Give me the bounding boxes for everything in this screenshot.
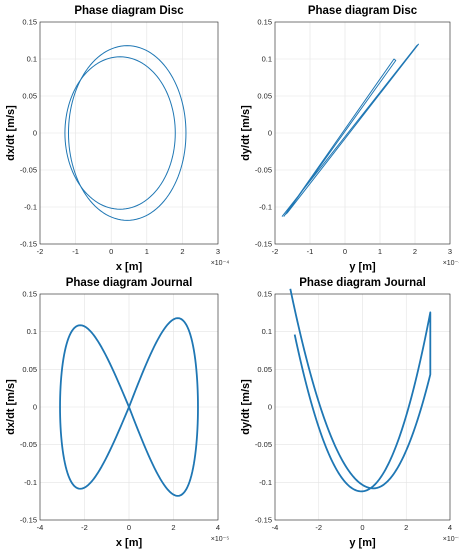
axes-box	[39, 293, 219, 521]
x-tick-label: 3	[216, 247, 220, 256]
x-tick-label: -4	[37, 523, 44, 532]
y-axis-label: dx/dt [m/s]	[5, 105, 17, 161]
y-tick-label: -0.1	[259, 203, 272, 212]
phase-curve-1	[281, 43, 419, 217]
x-tick-label: 0	[343, 247, 347, 256]
y-tick-label: -0.05	[20, 166, 37, 175]
x-exponent-label: ×10⁻⁵	[211, 536, 230, 543]
y-tick-label: -0.05	[255, 166, 272, 175]
chart-title: Phase diagram Journal	[66, 277, 193, 289]
chart-panel-3: -4 -2 0 2 4 -0.15 -0.1 -0.05 0 0.05 0.1 0.15 ×10⁻⁵ Ph…	[5, 277, 229, 549]
y-tick-label: -0.15	[20, 516, 37, 525]
y-axis-label: dx/dt [m/s]	[5, 379, 17, 435]
x-tick-label: 2	[171, 523, 175, 532]
y-tick-label: 0.15	[22, 290, 37, 299]
axes-box	[274, 293, 451, 521]
y-tick-label: 0	[268, 403, 272, 412]
x-tick-label: -1	[72, 247, 79, 256]
y-tick-label: 0	[33, 129, 37, 138]
y-tick-label: 0	[268, 129, 272, 138]
x-tick-label: 4	[448, 523, 452, 532]
x-tick-label: 1	[145, 247, 149, 256]
x-tick-label: 2	[413, 247, 417, 256]
x-axis-label: x [m]	[116, 261, 143, 273]
y-tick-label: -0.05	[20, 440, 37, 449]
y-tick-label: 0.1	[27, 327, 37, 336]
x-tick-label: -1	[307, 247, 314, 256]
chart-panel-1: -2 -1 0 1 2 3 -0.15 -0.1 -0.05 0 0.05 0.1 0.15 ×10⁻⁴ P…	[5, 5, 229, 273]
y-tick-label: 0	[33, 403, 37, 412]
x-exponent-label: ×10⁻⁵	[443, 536, 459, 543]
phase-curve-1	[289, 288, 432, 493]
y-tick-label: 0.15	[257, 290, 272, 299]
y-axis-label: dy/dt [m/s]	[240, 105, 252, 161]
phase-curve-1	[64, 56, 176, 210]
chart-panel-4: -4 -2 0 2 4 -0.15 -0.1 -0.05 0 0.05 0.1 0.15 ×10⁻⁵ Ph…	[240, 277, 459, 549]
chart-title: Phase diagram Disc	[308, 5, 418, 17]
x-exponent-label: ×10⁻⁴	[211, 260, 230, 267]
x-tick-label: 0	[109, 247, 113, 256]
x-tick-label: 4	[216, 523, 220, 532]
y-tick-label: 0.15	[22, 18, 37, 27]
x-axis-label: y [m]	[349, 261, 376, 273]
y-tick-label: 0.1	[27, 55, 37, 64]
y-tick-label: 0.1	[262, 327, 272, 336]
x-tick-label: 3	[448, 247, 452, 256]
y-tick-label: -0.1	[24, 478, 37, 487]
y-tick-label: -0.05	[255, 440, 272, 449]
y-tick-label: -0.15	[255, 516, 272, 525]
x-tick-label: -2	[37, 247, 44, 256]
chart-title: Phase diagram Journal	[299, 277, 426, 289]
x-exponent-label: ×10⁻⁴	[443, 260, 459, 267]
phase-curve-1	[59, 317, 199, 497]
x-axis-label: x [m]	[116, 537, 143, 549]
y-tick-label: 0.05	[22, 365, 37, 374]
x-tick-label: 0	[127, 523, 131, 532]
x-tick-label: 2	[180, 247, 184, 256]
y-tick-label: -0.1	[259, 478, 272, 487]
y-tick-label: -0.15	[20, 240, 37, 249]
y-tick-label: 0.05	[257, 92, 272, 101]
x-tick-label: -2	[81, 523, 88, 532]
y-tick-label: 0.15	[257, 18, 272, 27]
x-tick-label: 1	[378, 247, 382, 256]
axes-box	[39, 21, 219, 245]
x-tick-label: -2	[272, 247, 279, 256]
chart-panel-2: -2 -1 0 1 2 3 -0.15 -0.1 -0.05 0 0.05 0.1 0.15 ×10⁻⁴ P…	[240, 5, 459, 273]
x-tick-label: -4	[272, 523, 279, 532]
x-tick-label: -2	[315, 523, 322, 532]
y-tick-label: -0.1	[24, 203, 37, 212]
phase-curve-2	[67, 45, 187, 221]
axes-box	[274, 21, 451, 245]
x-tick-label: 2	[404, 523, 408, 532]
y-tick-label: 0.05	[257, 365, 272, 374]
x-tick-label: 0	[360, 523, 364, 532]
x-axis-label: y [m]	[349, 537, 376, 549]
y-axis-label: dy/dt [m/s]	[240, 379, 252, 435]
y-tick-label: -0.15	[255, 240, 272, 249]
y-tick-label: 0.05	[22, 92, 37, 101]
chart-title: Phase diagram Disc	[74, 5, 184, 17]
y-tick-label: 0.1	[262, 55, 272, 64]
